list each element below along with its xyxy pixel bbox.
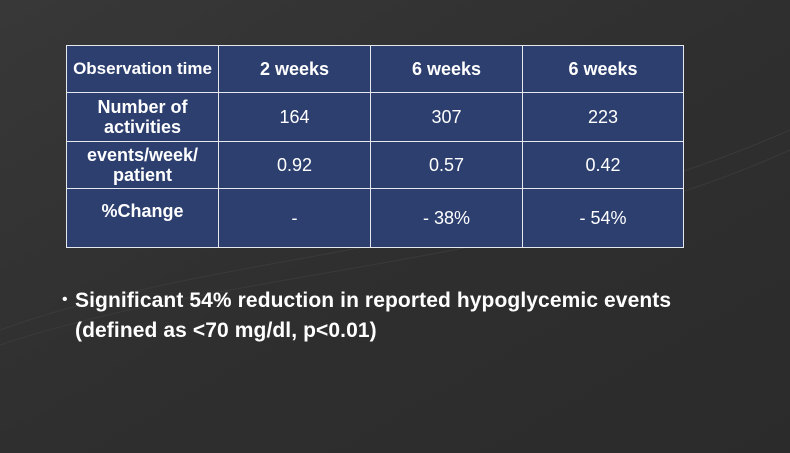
cell-activities-1: 164 [218,92,371,142]
table-row: %Change - - 38% - 54% [66,188,684,248]
cell-activities-2: 307 [370,92,523,142]
header-period-3: 6 weeks [522,45,684,93]
cell-events-1: 0.92 [218,141,371,189]
header-observation-time: Observation time [66,45,219,93]
header-period-2: 6 weeks [370,45,523,93]
cell-activities-3: 223 [522,92,684,142]
row-label-change: %Change [66,188,219,248]
bullet-text: Significant 54% reduction in reported hy… [75,289,672,342]
table-header-row: Observation time 2 weeks 6 weeks 6 weeks [66,45,684,93]
cell-change-1: - [218,188,371,248]
cell-change-3: - 54% [522,188,684,248]
bullet-dot-icon: • [62,291,68,308]
table-row: events/week/ patient 0.92 0.57 0.42 [66,141,684,189]
results-table: Observation time 2 weeks 6 weeks 6 weeks… [66,45,684,248]
cell-change-2: - 38% [370,188,523,248]
cell-events-3: 0.42 [522,141,684,189]
table-row: Number of activities 164 307 223 [66,92,684,142]
bullet-point: • Significant 54% reduction in reported … [62,286,742,346]
cell-events-2: 0.57 [370,141,523,189]
row-label-activities: Number of activities [66,92,219,142]
row-label-events: events/week/ patient [66,141,219,189]
header-period-1: 2 weeks [218,45,371,93]
